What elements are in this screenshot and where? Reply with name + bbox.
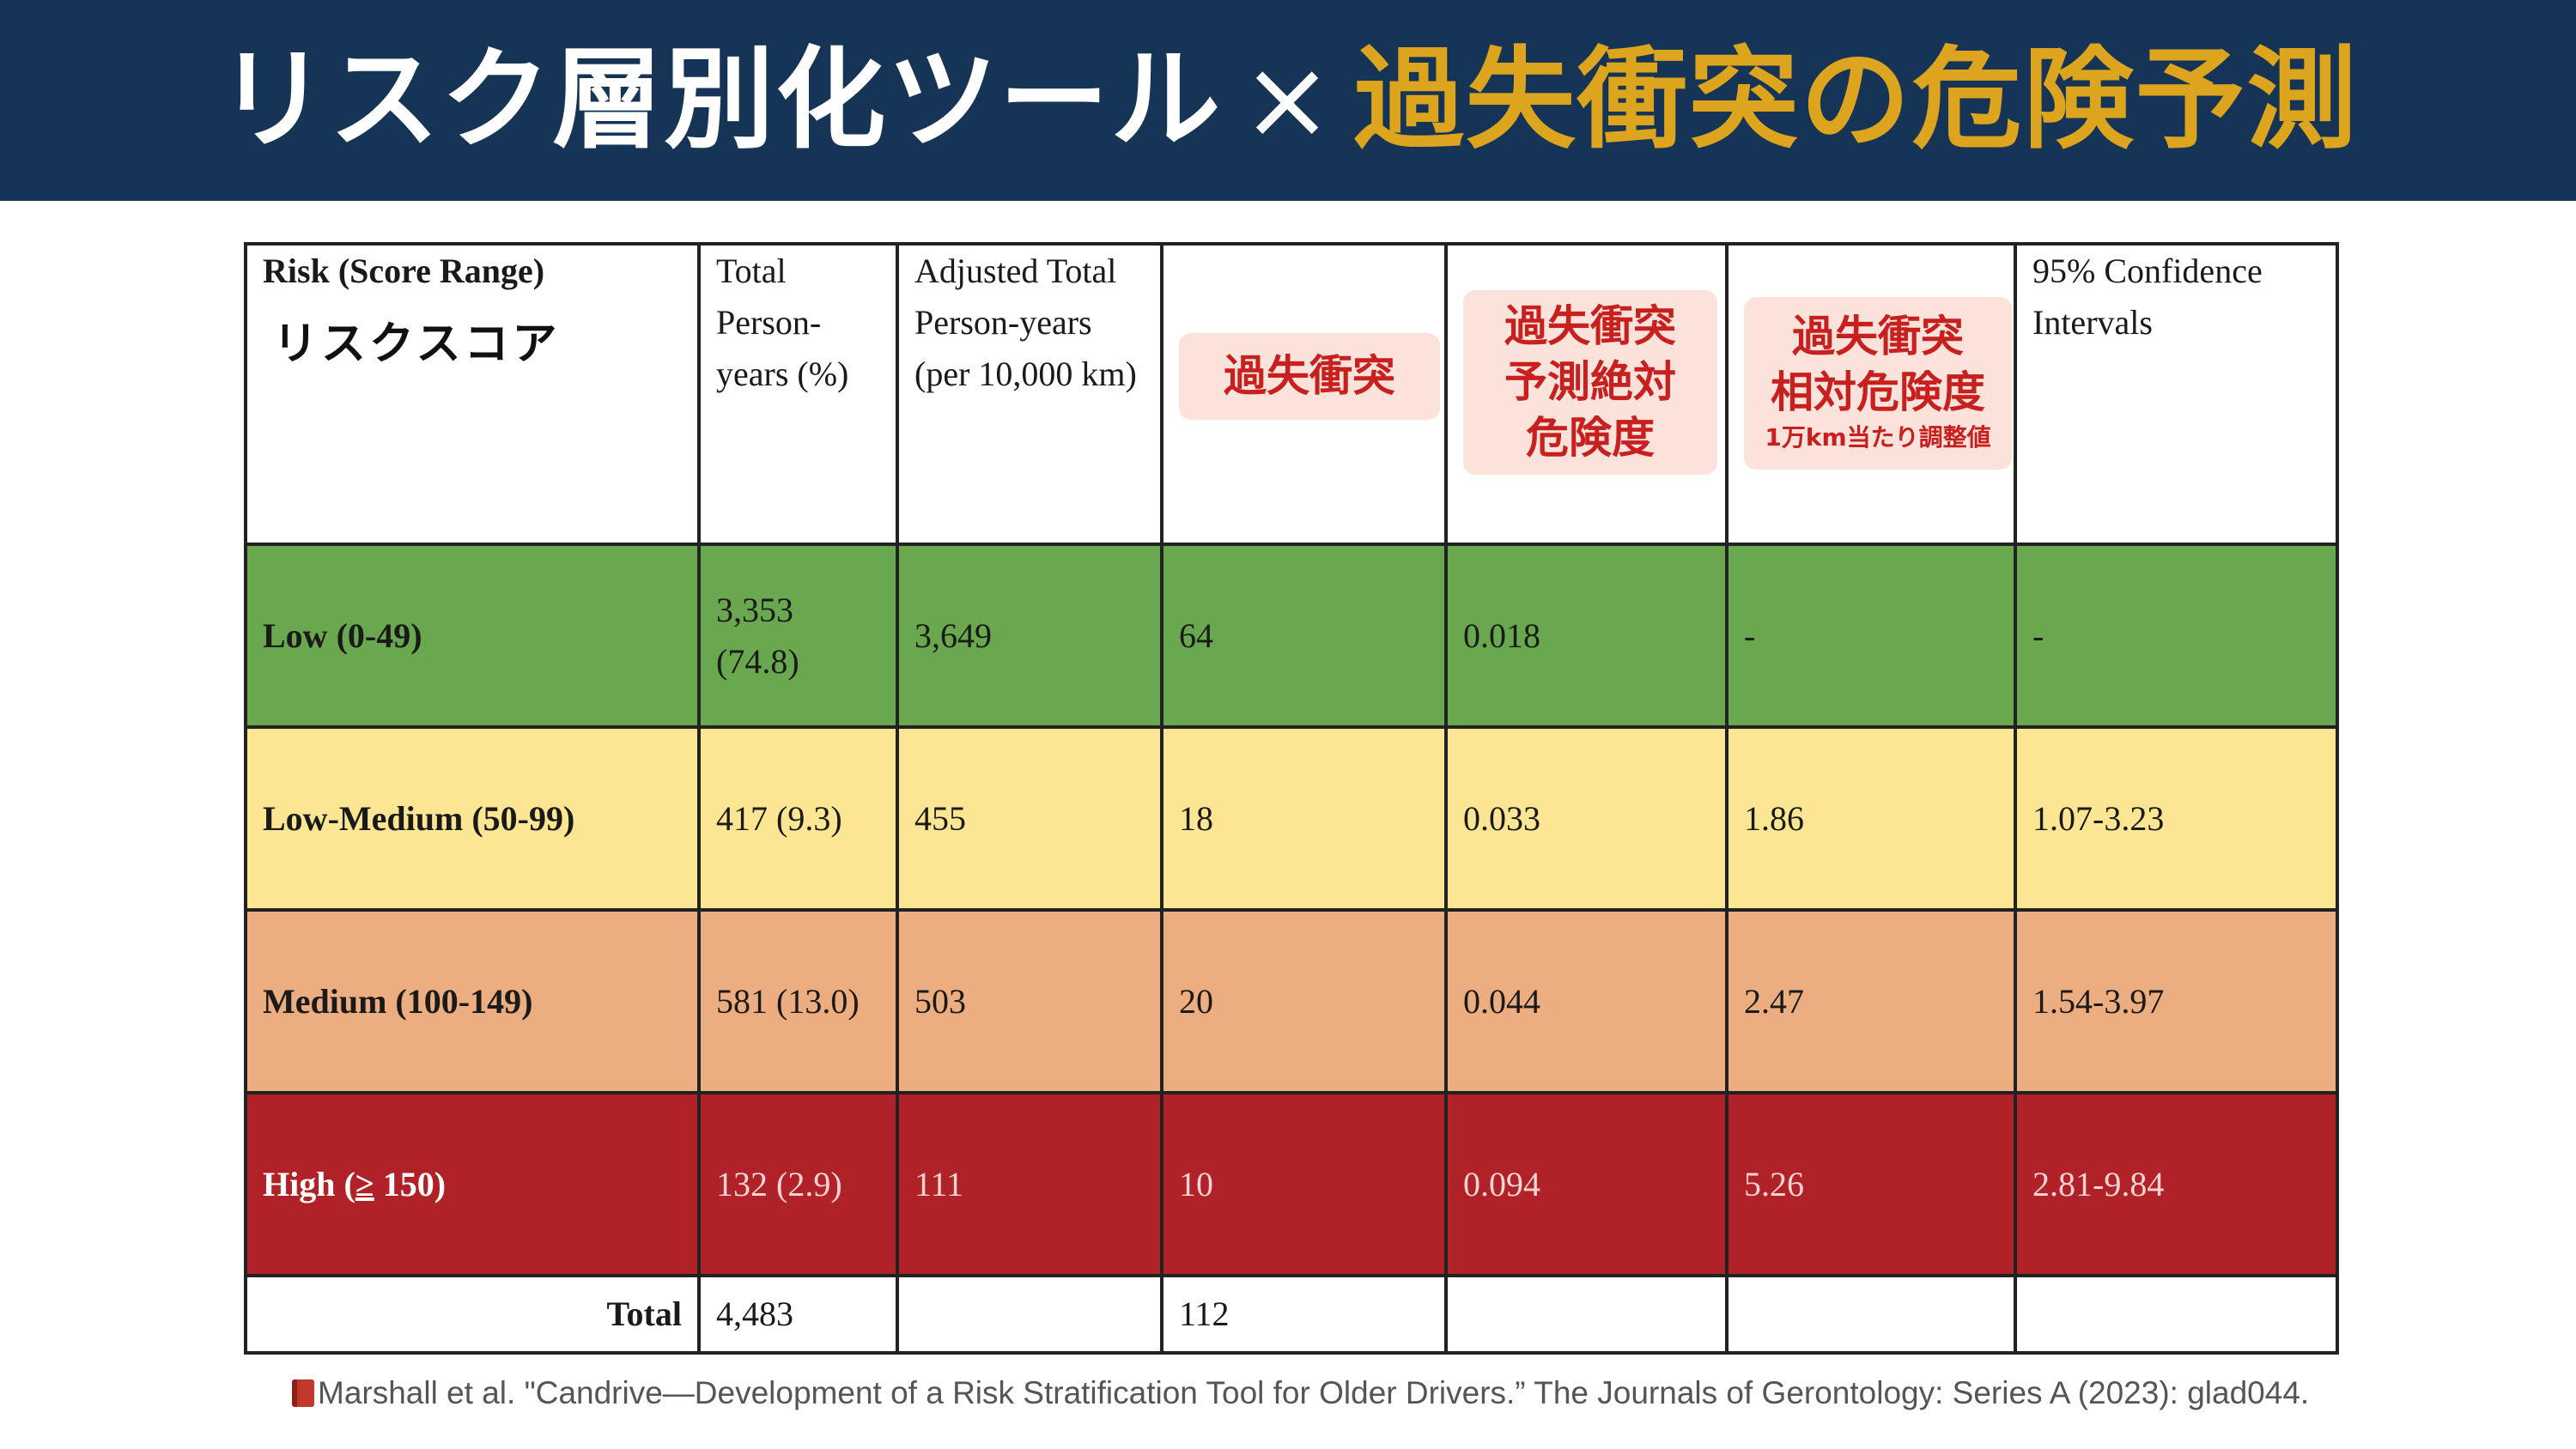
total-adjusted-empty: [896, 1274, 1163, 1355]
cases: 10: [1160, 1091, 1448, 1277]
total-label: Total: [244, 1274, 701, 1355]
table-row-high: High (≥ 150) 132 (2.9) 111 10 0.094 5.26…: [244, 1091, 2339, 1277]
header-relative-risk: 過失衝突 相対危険度 1万km当たり調整値: [1725, 242, 2017, 546]
total-person-years: 417 (9.3): [697, 725, 899, 912]
table-row-medium: Medium (100-149) 581 (13.0) 503 20 0.044…: [244, 908, 2339, 1094]
header-total-person-years: Total Person-years (%): [697, 242, 899, 546]
confidence-interval: 2.81-9.84: [2014, 1091, 2339, 1277]
total-cases: 112: [1160, 1274, 1448, 1355]
header-risk: Risk (Score Range) リスクスコア: [244, 242, 701, 546]
risk-label: Low-Medium (50-99): [244, 725, 701, 912]
header-risk-jp: リスクスコア: [273, 318, 561, 370]
book-icon: [292, 1379, 314, 1407]
risk-label: High (≥ 150): [244, 1091, 701, 1277]
header-adjusted-person-years: Adjusted Total Person-years (per 10,000 …: [896, 242, 1163, 546]
cases: 64: [1160, 543, 1448, 729]
relative-risk: 5.26: [1725, 1091, 2017, 1277]
citation: Marshall et al. "Candrive—Development of…: [292, 1375, 2309, 1411]
table-row-low: Low (0-49) 3,353 (74.8) 3,649 64 0.018 -…: [244, 543, 2339, 729]
total-person-years: 581 (13.0): [697, 908, 899, 1094]
total-person-years: 3,353 (74.8): [697, 543, 899, 729]
absolute-risk: 0.018: [1444, 543, 1728, 729]
confidence-interval: 1.54-3.97: [2014, 908, 2339, 1094]
header-row: Risk (Score Range) リスクスコア Total Person-y…: [244, 242, 2339, 546]
title-part2: 過失衝突の危険予測: [1353, 36, 2359, 164]
table-row-total: Total 4,483 112: [244, 1274, 2339, 1355]
relative-risk: 1.86: [1725, 725, 2017, 912]
risk-label: Medium (100-149): [244, 908, 701, 1094]
total-person-years: 4,483: [697, 1274, 899, 1355]
adjusted-person-years: 455: [896, 725, 1163, 912]
total-person-years: 132 (2.9): [697, 1091, 899, 1277]
header-confidence-intervals: 95% Confidence Intervals: [2014, 242, 2339, 546]
cases: 18: [1160, 725, 1448, 912]
absolute-risk: 0.033: [1444, 725, 1728, 912]
absolute-risk: 0.094: [1444, 1091, 1728, 1277]
title-banner: リスク層別化ツール × 過失衝突の危険予測: [0, 0, 2576, 201]
cases-jp-label: 過失衝突: [1179, 333, 1440, 420]
title-times: ×: [1241, 36, 1335, 164]
header-absolute-risk: 過失衝突 予測絶対 危険度: [1444, 242, 1728, 546]
relative-risk-jp-label: 過失衝突 相対危険度 1万km当たり調整値: [1744, 297, 2012, 470]
relative-risk: -: [1725, 543, 2017, 729]
relative-risk: 2.47: [1725, 908, 2017, 1094]
total-rel-empty: [1725, 1274, 2017, 1355]
citation-text: Marshall et al. "Candrive—Development of…: [318, 1375, 2310, 1410]
table-row-low-medium: Low-Medium (50-99) 417 (9.3) 455 18 0.03…: [244, 725, 2339, 912]
confidence-interval: 1.07-3.23: [2014, 725, 2339, 912]
total-abs-empty: [1444, 1274, 1728, 1355]
risk-label: Low (0-49): [244, 543, 701, 729]
risk-table: Risk (Score Range) リスクスコア Total Person-y…: [244, 242, 2339, 1355]
absolute-risk-jp-label: 過失衝突 予測絶対 危険度: [1463, 290, 1717, 475]
cases: 20: [1160, 908, 1448, 1094]
adjusted-person-years: 111: [896, 1091, 1163, 1277]
greater-equal-sign: ≥: [355, 1164, 374, 1203]
adjusted-person-years: 3,649: [896, 543, 1163, 729]
adjusted-person-years: 503: [896, 908, 1163, 1094]
header-cases: 過失衝突: [1160, 242, 1448, 546]
header-risk-en: Risk (Score Range): [263, 252, 545, 290]
title-part1: リスク層別化ツール: [217, 36, 1223, 164]
absolute-risk: 0.044: [1444, 908, 1728, 1094]
confidence-interval: -: [2014, 543, 2339, 729]
total-ci-empty: [2014, 1274, 2339, 1355]
